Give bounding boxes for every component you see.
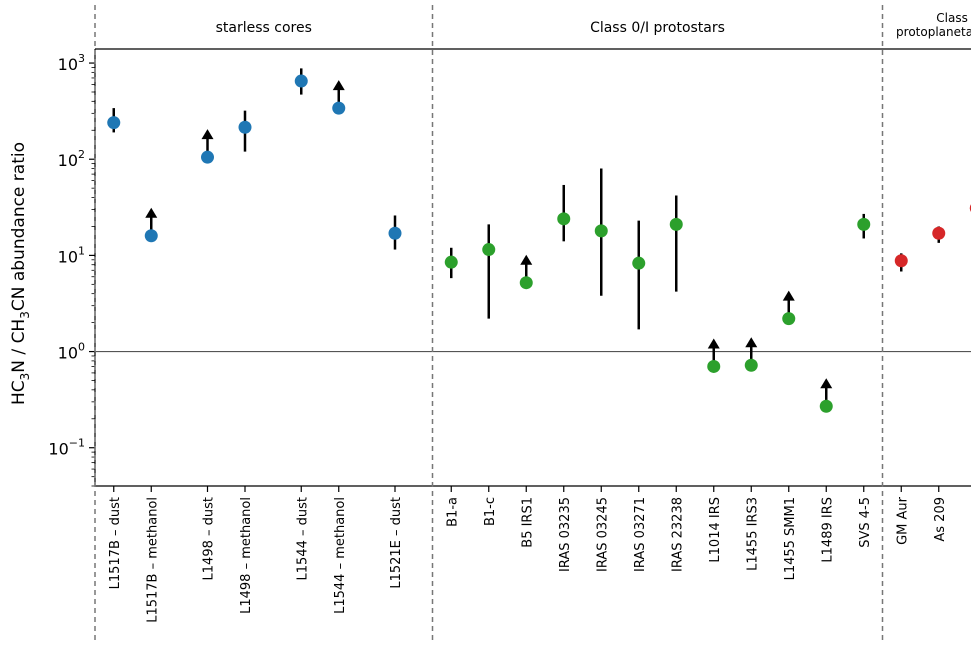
data-point-20 xyxy=(932,226,946,240)
data-point-18 xyxy=(857,217,871,231)
data-point-19 xyxy=(894,254,908,268)
x-tick-label-11: IRAS 03245 xyxy=(595,497,610,572)
lower-limit-arrow-17-head xyxy=(820,378,833,389)
data-point-7 xyxy=(444,255,458,269)
data-point-8 xyxy=(482,243,496,257)
lower-limit-arrow-9-head xyxy=(520,254,533,265)
data-point-11 xyxy=(594,224,608,238)
data-point-15 xyxy=(744,358,758,372)
lower-limit-arrow-15-head xyxy=(745,337,758,348)
x-tick-label-20: As 209 xyxy=(933,497,948,542)
y-tick-label-1: 100 xyxy=(58,341,85,363)
data-point-1 xyxy=(144,229,158,243)
lower-limit-arrow-14-head xyxy=(707,338,720,349)
data-point-12 xyxy=(632,256,646,270)
data-point-3 xyxy=(238,120,252,134)
x-tick-label-4: L1544 – dust xyxy=(295,497,310,580)
x-tick-label-9: B5 IRS1 xyxy=(520,497,535,548)
y-tick-label-2: 101 xyxy=(58,244,85,266)
x-tick-label-6: L1521E – dust xyxy=(389,497,404,589)
x-tick-label-16: L1455 SMM1 xyxy=(783,497,798,580)
data-point-13 xyxy=(669,217,683,231)
x-tick-label-5: L1544 – methanol xyxy=(333,497,348,614)
x-tick-label-10: IRAS 03235 xyxy=(558,497,573,572)
lower-limit-arrow-1-head xyxy=(145,207,158,218)
data-point-0 xyxy=(107,116,121,130)
data-point-10 xyxy=(557,212,571,226)
group-label-2-line-1: protoplanetary discs xyxy=(896,25,971,39)
data-point-16 xyxy=(782,312,796,326)
x-tick-label-7: B1-a xyxy=(445,497,460,527)
lower-limit-arrow-2-head xyxy=(201,129,214,140)
x-tick-label-18: SVS 4-5 xyxy=(858,497,873,548)
x-tick-label-15: L1455 IRS3 xyxy=(745,497,760,571)
group-label-0: starless cores xyxy=(216,20,312,36)
y-axis-label: HC3N / CH3CN abundance ratio xyxy=(9,142,32,405)
y-tick-label-0: 10−1 xyxy=(48,437,85,459)
data-point-6 xyxy=(388,226,402,240)
data-point-5 xyxy=(332,101,346,115)
data-point-14 xyxy=(707,359,721,373)
x-tick-label-14: L1014 IRS xyxy=(708,497,723,563)
y-tick-label-4: 103 xyxy=(58,52,85,74)
lower-limit-arrow-16-head xyxy=(782,290,795,301)
x-tick-label-17: L1489 IRS xyxy=(820,497,835,563)
x-tick-label-0: L1517B – dust xyxy=(108,497,123,589)
data-point-17 xyxy=(819,399,833,413)
y-tick-label-3: 102 xyxy=(58,148,85,170)
x-tick-label-2: L1498 – dust xyxy=(202,497,217,580)
data-point-2 xyxy=(201,150,214,164)
x-tick-label-3: L1498 – methanol xyxy=(239,497,254,614)
group-label-2-line-0: Class II xyxy=(936,11,971,25)
x-tick-label-8: B1-c xyxy=(483,497,498,526)
data-point-9 xyxy=(519,276,533,290)
x-tick-label-13: IRAS 23238 xyxy=(670,497,685,572)
lower-limit-arrow-5-head xyxy=(332,80,345,91)
x-tick-label-1: L1517B – methanol xyxy=(145,497,160,623)
group-label-1: Class 0/I protostars xyxy=(590,20,725,36)
x-tick-label-12: IRAS 03271 xyxy=(633,497,648,572)
data-point-4 xyxy=(294,74,308,88)
x-tick-label-19: GM Aur xyxy=(895,496,910,545)
